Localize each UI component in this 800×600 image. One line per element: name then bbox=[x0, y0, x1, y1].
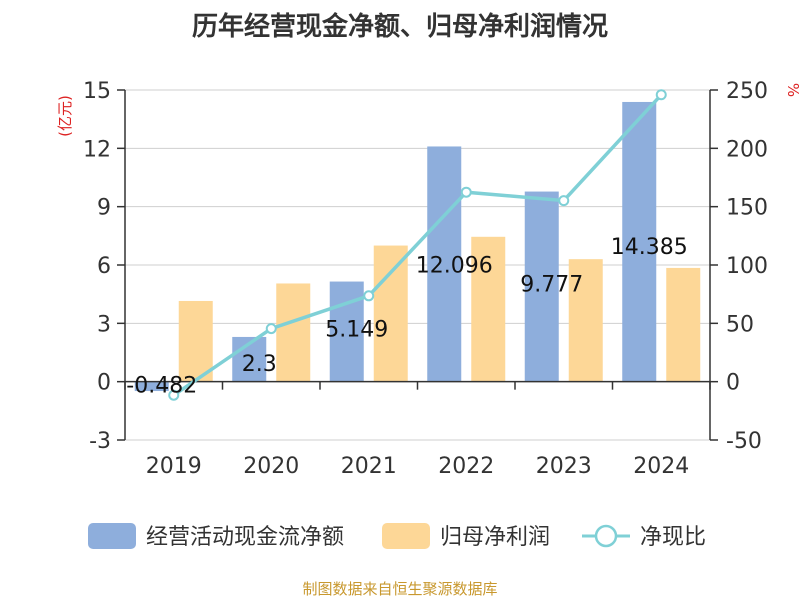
bar-cashflow bbox=[622, 101, 657, 382]
ratio-line bbox=[168, 89, 667, 401]
data-labels: -0.482 2.3 5.149 12.096 9.777 14.385 bbox=[126, 235, 687, 399]
right-axis-tick-label: 250 bbox=[726, 79, 768, 104]
ratio-point bbox=[655, 89, 667, 101]
ratio-point bbox=[363, 290, 375, 302]
cashflow-data-label: 9.777 bbox=[520, 273, 583, 298]
ratio-point bbox=[460, 186, 472, 198]
bar-cashflow bbox=[427, 146, 462, 382]
left-axis-tick-label: 15 bbox=[83, 79, 111, 104]
bar-netprofit bbox=[178, 300, 213, 382]
ratio-point bbox=[168, 389, 180, 401]
cashflow-data-label: 14.385 bbox=[611, 235, 688, 260]
right-axis-tick-label: 50 bbox=[726, 312, 754, 337]
right-axis-tick-label: 0 bbox=[726, 371, 740, 396]
cashflow-data-label: 5.149 bbox=[325, 318, 388, 343]
left-axis-tick-label: 0 bbox=[97, 371, 111, 396]
x-axis-tick-label: 2020 bbox=[243, 454, 299, 479]
x-axis-tick-label: 2021 bbox=[341, 454, 397, 479]
source-note: 制图数据来自恒生聚源数据库 bbox=[302, 580, 498, 598]
legend-marker bbox=[594, 524, 618, 548]
right-axis-tick-label: 200 bbox=[726, 137, 768, 162]
left-axis-tick-label: 3 bbox=[97, 312, 111, 337]
cashflow-data-label: -0.482 bbox=[126, 374, 197, 399]
bars bbox=[134, 101, 701, 392]
axes: -3 0 3 6 9 12 15 (亿元) -50 0 50 100 150 200 250% 2019 202… bbox=[56, 79, 800, 479]
cashflow-data-label: 2.3 bbox=[242, 352, 277, 377]
legend-swatch bbox=[382, 523, 430, 549]
right-axis-tick-label: -50 bbox=[726, 429, 762, 454]
left-axis-tick-label: 9 bbox=[97, 196, 111, 221]
legend: 经营活动现金流净额 归母净利润 净现比 bbox=[88, 523, 706, 550]
legend-label: 经营活动现金流净额 bbox=[146, 525, 344, 550]
bar-netprofit bbox=[276, 283, 311, 382]
right-axis-label: % bbox=[784, 83, 800, 97]
bar-netprofit bbox=[373, 245, 408, 382]
chart-title: 历年经营现金净额、归母净利润情况 bbox=[191, 12, 608, 42]
right-axis-tick-label: 100 bbox=[726, 254, 768, 279]
x-axis-tick-label: 2024 bbox=[633, 454, 689, 479]
x-axis-tick-label: 2022 bbox=[438, 454, 494, 479]
left-axis-tick-label: 12 bbox=[83, 137, 111, 162]
right-axis-tick-label: 150 bbox=[726, 196, 768, 221]
x-axis-tick-label: 2019 bbox=[146, 454, 202, 479]
cashflow-data-label: 12.096 bbox=[416, 253, 493, 278]
bar-netprofit bbox=[568, 259, 603, 382]
ratio-point bbox=[265, 323, 277, 335]
bar-netprofit bbox=[471, 236, 506, 382]
left-axis-label: (亿元) bbox=[56, 95, 74, 137]
left-axis-tick-label: 6 bbox=[97, 254, 111, 279]
legend-label: 净现比 bbox=[640, 525, 706, 550]
bar-cashflow bbox=[524, 191, 559, 382]
bar-cashflow bbox=[134, 381, 169, 392]
x-axis-tick-label: 2023 bbox=[536, 454, 592, 479]
legend-label: 归母净利润 bbox=[440, 525, 550, 550]
bar-netprofit bbox=[666, 267, 701, 382]
ratio-point bbox=[558, 195, 570, 207]
legend-swatch bbox=[88, 523, 136, 549]
ratio-line-path bbox=[172, 93, 663, 397]
left-axis-tick-label: -3 bbox=[89, 429, 111, 454]
